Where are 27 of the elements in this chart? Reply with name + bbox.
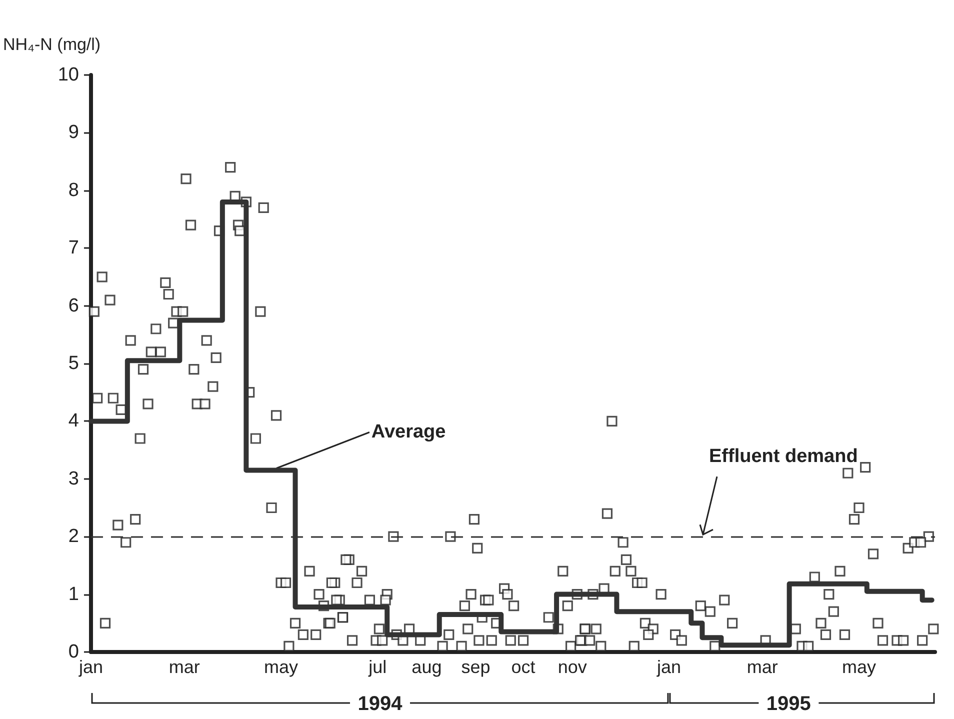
y-tick-label: 8 [68, 180, 79, 201]
x-tick-label: mar [168, 657, 200, 677]
y-tick-label: 1 [68, 584, 79, 605]
x-tick-label: may [842, 657, 876, 677]
x-tick-label: jan [78, 657, 104, 677]
x-tick-label: oct [511, 657, 536, 677]
y-tick-label: 10 [58, 64, 79, 86]
y-tick-label: 4 [68, 410, 80, 432]
y-tick-label: 3 [68, 468, 79, 490]
y-tick-label: 6 [68, 295, 79, 316]
text: 1994 [358, 693, 404, 715]
x-tick-label: jan [656, 657, 681, 677]
text: 1995 [766, 693, 811, 715]
x-tick-label: jul [368, 657, 387, 677]
y-tick-label: 0 [68, 642, 79, 662]
y-tick-label: 2 [68, 526, 79, 548]
y-tick-label: 9 [68, 122, 79, 144]
x-tick-label: may [264, 657, 298, 677]
y-tick-label: 5 [68, 353, 79, 374]
x-tick-label: nov [558, 657, 587, 677]
y-axis-title: NH₄-N (mg/l) [3, 35, 101, 54]
x-tick-label: aug [412, 657, 442, 677]
x-tick-label: mar [746, 657, 778, 677]
ref-line-label: Effluent demand [709, 446, 858, 468]
y-tick-label: 7 [68, 238, 79, 259]
x-tick-label: sep [461, 657, 490, 677]
annotation: Average [371, 422, 446, 443]
